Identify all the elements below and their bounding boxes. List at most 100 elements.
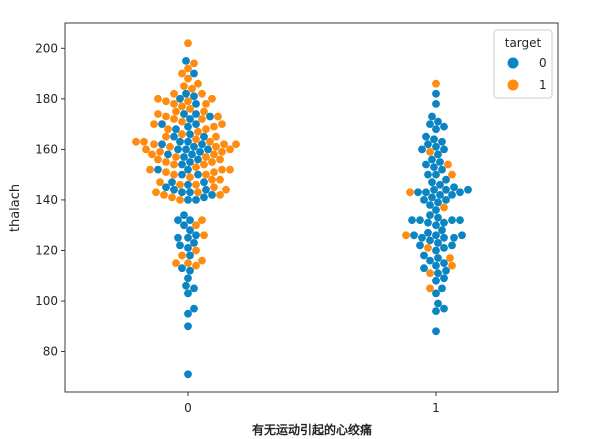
data-point-class-1 — [162, 132, 170, 141]
data-point-class-0 — [184, 137, 192, 146]
data-point-class-0 — [200, 132, 208, 141]
y-tick-label: 120 — [35, 243, 58, 257]
data-point-class-0 — [180, 221, 188, 230]
data-point-class-1 — [170, 115, 178, 123]
data-point-class-1 — [166, 142, 174, 151]
data-point-class-1 — [176, 180, 184, 189]
data-point-class-1 — [198, 216, 206, 225]
data-point-class-1 — [208, 94, 216, 103]
data-point-class-1 — [164, 125, 172, 134]
data-point-class-1 — [406, 188, 414, 197]
data-point-class-0 — [158, 120, 166, 128]
data-point-class-1 — [216, 191, 224, 199]
data-point-class-0 — [432, 221, 440, 230]
data-point-class-0 — [432, 170, 440, 179]
data-point-class-0 — [432, 231, 440, 240]
data-point-class-0 — [424, 228, 432, 237]
data-point-class-0 — [186, 226, 194, 235]
data-point-class-1 — [180, 82, 188, 91]
data-point-class-0 — [422, 132, 430, 141]
data-point-class-1 — [214, 112, 222, 121]
data-point-class-0 — [434, 254, 442, 262]
data-point-class-1 — [208, 175, 216, 184]
data-point-class-1 — [208, 158, 216, 166]
x-axis-label: 有无运动引起的心绞痛 — [252, 422, 372, 437]
data-point-class-1 — [448, 170, 456, 179]
data-point-class-1 — [192, 135, 200, 144]
legend-title: target — [505, 36, 542, 50]
data-point-class-0 — [428, 155, 436, 164]
data-point-class-0 — [416, 241, 424, 250]
data-point-class-1 — [148, 150, 156, 159]
data-point-class-1 — [162, 168, 170, 177]
data-point-class-1 — [184, 259, 192, 267]
data-point-class-1 — [170, 160, 178, 169]
data-point-class-1 — [178, 251, 186, 260]
data-point-class-1 — [198, 115, 206, 123]
data-point-class-0 — [434, 198, 442, 207]
data-point-class-0 — [158, 140, 166, 149]
data-point-class-0 — [184, 309, 192, 318]
data-point-class-0 — [438, 137, 446, 146]
legend-marker-1 — [507, 79, 519, 91]
data-point-class-0 — [186, 251, 194, 260]
data-point-class-0 — [432, 327, 440, 336]
data-point-class-0 — [450, 233, 458, 242]
data-point-class-1 — [210, 150, 218, 159]
data-point-class-0 — [430, 163, 438, 172]
legend-label-1: 1 — [539, 78, 547, 92]
data-point-class-0 — [456, 216, 464, 225]
data-point-class-0 — [178, 160, 186, 169]
data-point-class-0 — [450, 183, 458, 192]
data-point-class-1 — [448, 261, 456, 270]
data-point-class-0 — [178, 188, 186, 197]
data-point-class-1 — [212, 132, 220, 141]
data-point-class-1 — [192, 163, 200, 172]
x-tick-label: 0 — [184, 401, 192, 415]
data-point-class-0 — [440, 122, 448, 131]
data-point-class-1 — [188, 84, 196, 93]
data-point-class-0 — [184, 322, 192, 331]
data-point-class-1 — [424, 244, 432, 252]
data-point-class-0 — [440, 218, 448, 227]
data-point-class-0 — [200, 193, 208, 202]
data-point-class-0 — [422, 160, 430, 169]
data-point-class-0 — [432, 246, 440, 255]
data-point-class-1 — [170, 100, 178, 108]
data-point-class-1 — [142, 145, 150, 154]
data-point-class-0 — [434, 269, 442, 278]
data-point-class-0 — [192, 196, 200, 204]
data-point-class-1 — [170, 89, 178, 98]
data-point-class-0 — [424, 140, 432, 149]
data-point-class-1 — [218, 148, 226, 156]
data-point-class-1 — [184, 64, 192, 73]
data-point-class-0 — [432, 100, 440, 108]
data-point-class-0 — [184, 370, 192, 379]
data-point-class-0 — [432, 125, 440, 134]
data-point-class-1 — [178, 102, 186, 111]
data-point-class-0 — [434, 239, 442, 247]
data-point-class-0 — [204, 145, 212, 154]
data-point-class-0 — [440, 233, 448, 242]
data-point-class-0 — [174, 145, 182, 154]
data-point-class-1 — [426, 148, 434, 156]
data-point-class-0 — [194, 170, 202, 179]
data-point-class-1 — [192, 180, 200, 189]
data-point-class-0 — [186, 216, 194, 225]
data-point-class-0 — [422, 188, 430, 197]
data-point-class-0 — [164, 150, 172, 159]
data-point-class-0 — [184, 244, 192, 252]
data-points — [132, 39, 472, 379]
data-point-class-0 — [190, 142, 198, 151]
data-point-class-0 — [184, 274, 192, 283]
data-point-class-0 — [154, 165, 162, 174]
data-point-class-0 — [438, 165, 446, 174]
y-tick-label: 140 — [35, 193, 58, 207]
data-point-class-0 — [426, 211, 434, 220]
data-point-class-0 — [426, 236, 434, 245]
data-point-class-0 — [194, 155, 202, 164]
data-point-class-1 — [446, 254, 454, 262]
data-point-class-1 — [184, 97, 192, 106]
data-point-class-1 — [156, 148, 164, 156]
